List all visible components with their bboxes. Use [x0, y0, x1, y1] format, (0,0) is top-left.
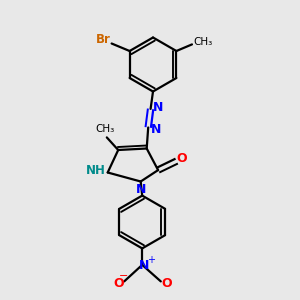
Text: CH₃: CH₃ [96, 124, 115, 134]
Text: N: N [153, 101, 163, 114]
Text: N: N [139, 259, 149, 272]
Text: +: + [147, 254, 154, 265]
Text: N: N [151, 122, 161, 136]
Text: NH: NH [86, 164, 106, 177]
Text: N: N [136, 182, 146, 196]
Text: Br: Br [96, 33, 111, 46]
Text: CH₃: CH₃ [194, 37, 213, 47]
Text: O: O [161, 277, 172, 290]
Text: −: − [119, 271, 128, 281]
Text: O: O [177, 152, 188, 165]
Text: O: O [113, 277, 124, 290]
